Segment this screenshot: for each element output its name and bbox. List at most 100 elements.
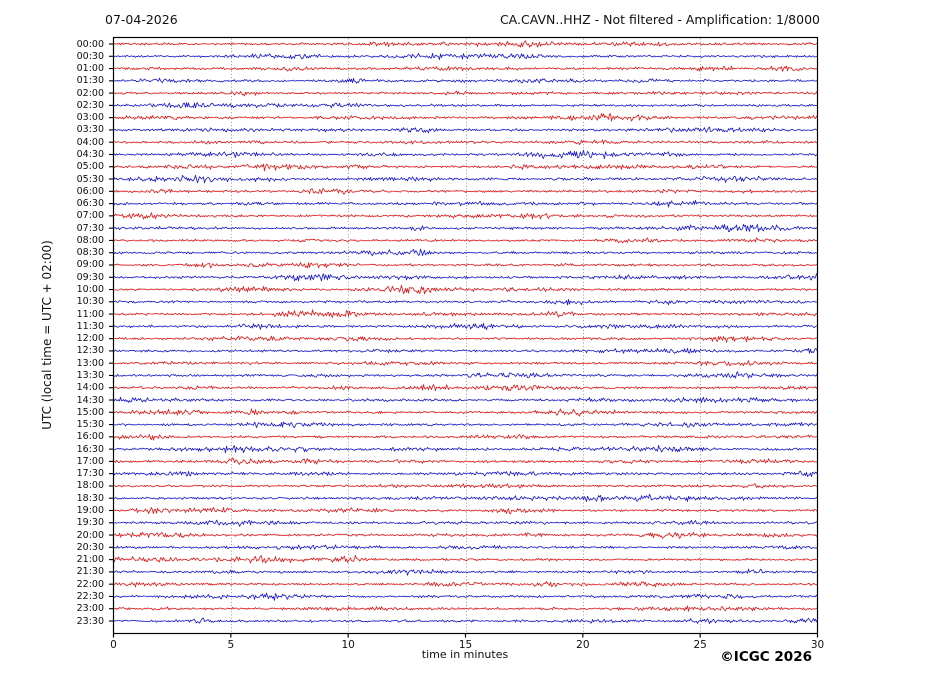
y-tick-label: 01:00 bbox=[76, 63, 104, 75]
seismic-trace-20:00 bbox=[113, 531, 818, 539]
seismic-trace-16:00 bbox=[113, 433, 818, 441]
y-tick-label: 10:30 bbox=[76, 296, 104, 308]
y-tick-label: 21:30 bbox=[76, 566, 104, 578]
y-tick-label: 01:30 bbox=[76, 75, 104, 87]
y-tick-label: 02:30 bbox=[76, 99, 104, 111]
seismic-trace-07:00 bbox=[113, 212, 818, 220]
x-tick-label: 25 bbox=[693, 639, 707, 651]
y-tick-label: 17:30 bbox=[76, 468, 104, 480]
seismic-trace-17:00 bbox=[113, 457, 818, 465]
y-tick-label: 11:00 bbox=[76, 308, 104, 320]
x-tick-label: 10 bbox=[341, 639, 355, 651]
seismic-trace-15:00 bbox=[113, 408, 818, 417]
y-tick-label: 22:00 bbox=[76, 578, 104, 590]
x-tick-label: 30 bbox=[810, 639, 825, 651]
seismic-trace-15:30 bbox=[113, 421, 818, 429]
y-tick-label: 03:30 bbox=[76, 124, 104, 136]
x-tick-label: 0 bbox=[110, 639, 117, 651]
y-tick-label: 00:30 bbox=[76, 50, 104, 62]
y-tick-label: 00:00 bbox=[76, 38, 104, 50]
seismic-trace-05:30 bbox=[113, 174, 818, 184]
x-axis-label: time in minutes bbox=[421, 648, 509, 661]
seismic-trace-00:30 bbox=[113, 52, 818, 61]
seismic-trace-18:30 bbox=[113, 493, 818, 502]
y-tick-label: 18:00 bbox=[76, 480, 104, 492]
y-tick-label: 19:00 bbox=[76, 505, 104, 516]
seismic-trace-00:00 bbox=[113, 40, 818, 48]
seismic-trace-07:30 bbox=[113, 223, 818, 233]
x-tick-label: 5 bbox=[227, 639, 235, 651]
seismic-trace-09:30 bbox=[113, 273, 818, 282]
seismic-traces bbox=[113, 40, 818, 625]
x-tick-label: 15 bbox=[458, 639, 473, 651]
y-tick-label: 07:00 bbox=[76, 210, 104, 222]
y-tick-label: 04:30 bbox=[76, 148, 104, 160]
y-tick-label: 14:30 bbox=[76, 394, 104, 406]
seismic-trace-02:30 bbox=[113, 102, 818, 109]
seismic-trace-13:30 bbox=[113, 371, 818, 379]
seismic-trace-22:00 bbox=[113, 581, 818, 588]
seismic-trace-10:00 bbox=[113, 284, 818, 295]
axis-ticks bbox=[109, 43, 819, 638]
seismic-trace-19:30 bbox=[113, 519, 818, 527]
y-tick-label: 22:30 bbox=[76, 590, 104, 602]
y-tick-label: 20:30 bbox=[76, 541, 104, 553]
plot-frame bbox=[112, 36, 819, 635]
y-tick-label: 05:00 bbox=[76, 161, 104, 173]
y-tick-label: 15:30 bbox=[76, 419, 104, 431]
y-tick-label: 06:00 bbox=[76, 185, 104, 197]
y-tick-label: 06:30 bbox=[76, 198, 104, 210]
y-tick-label: 12:30 bbox=[76, 345, 104, 357]
seismic-trace-04:30 bbox=[113, 149, 818, 160]
y-tick-label: 14:00 bbox=[76, 382, 104, 394]
y-tick-label: 16:30 bbox=[76, 443, 104, 455]
seismic-trace-01:30 bbox=[113, 77, 818, 84]
y-tick-label: 12:00 bbox=[76, 333, 104, 345]
grid-lines bbox=[231, 38, 701, 633]
seismic-trace-23:30 bbox=[113, 617, 818, 625]
seismic-trace-13:00 bbox=[113, 360, 818, 367]
y-tick-label: 13:00 bbox=[76, 357, 104, 369]
seismic-trace-11:00 bbox=[113, 309, 818, 318]
seismic-trace-06:30 bbox=[113, 199, 818, 208]
y-tick-label: 04:00 bbox=[76, 136, 104, 148]
seismic-trace-20:30 bbox=[113, 544, 818, 550]
seismic-trace-02:00 bbox=[113, 90, 818, 97]
seismic-trace-17:30 bbox=[113, 470, 818, 478]
seismic-trace-08:30 bbox=[113, 248, 818, 257]
y-tick-label: 13:30 bbox=[76, 369, 104, 381]
seismic-trace-12:30 bbox=[113, 347, 818, 354]
y-tick-label: 23:30 bbox=[76, 615, 104, 627]
y-tick-label: 16:00 bbox=[76, 431, 104, 443]
station-title: CA.CAVN..HHZ - Not filtered - Amplificat… bbox=[499, 12, 820, 27]
y-tick-label: 15:00 bbox=[76, 406, 104, 418]
copyright-text: ©ICGC 2026 bbox=[720, 649, 812, 665]
y-tick-label: 05:30 bbox=[76, 173, 104, 185]
seismic-trace-10:30 bbox=[113, 299, 818, 306]
seismic-trace-12:00 bbox=[113, 335, 818, 343]
seismic-trace-09:00 bbox=[113, 262, 818, 269]
y-tick-label: 17:00 bbox=[76, 455, 104, 467]
seismic-trace-22:30 bbox=[113, 592, 818, 601]
y-tick-label: 19:30 bbox=[76, 517, 104, 529]
seismic-trace-03:30 bbox=[113, 126, 818, 134]
seismic-trace-04:00 bbox=[113, 139, 818, 146]
seismic-trace-16:30 bbox=[113, 445, 818, 454]
seismic-trace-06:00 bbox=[113, 188, 818, 195]
y-tick-label: 08:30 bbox=[76, 247, 104, 259]
y-tick-label: 07:30 bbox=[76, 222, 104, 234]
y-tick-label: 09:00 bbox=[76, 259, 104, 271]
seismic-trace-23:00 bbox=[113, 605, 818, 612]
y-tick-label: 18:30 bbox=[76, 492, 104, 504]
seismic-trace-05:00 bbox=[113, 163, 818, 172]
y-tick-label: 10:00 bbox=[76, 284, 104, 296]
seismic-trace-03:00 bbox=[113, 113, 818, 122]
seismic-trace-18:00 bbox=[113, 483, 818, 489]
seismic-trace-01:00 bbox=[113, 65, 818, 72]
y-tick-label: 08:00 bbox=[76, 234, 104, 246]
seismic-trace-11:30 bbox=[113, 322, 818, 331]
seismic-trace-21:00 bbox=[113, 554, 818, 564]
y-tick-label: 11:30 bbox=[76, 320, 104, 332]
